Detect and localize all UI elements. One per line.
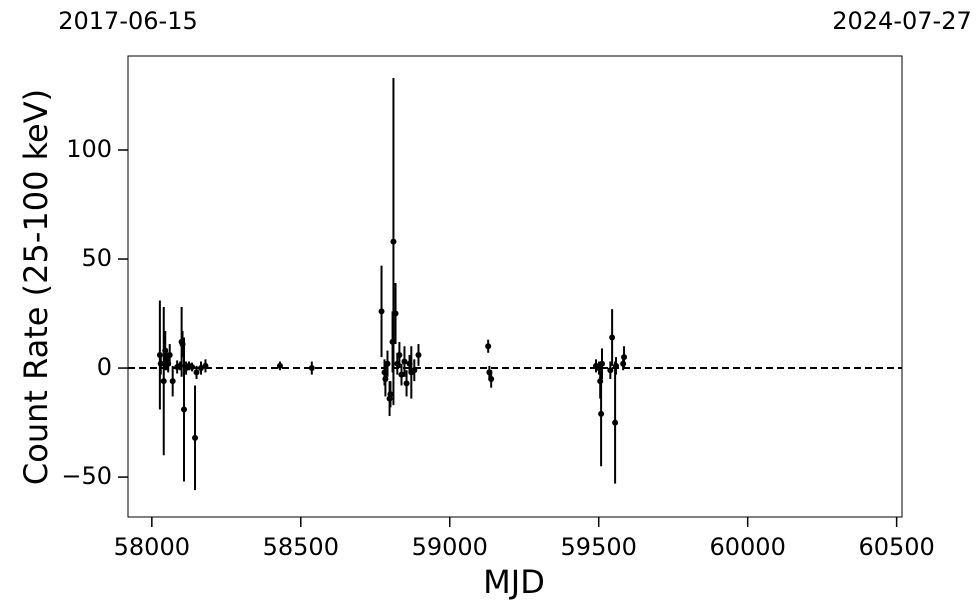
- point: [169, 378, 176, 385]
- x-tick-label: 58500: [263, 533, 339, 561]
- point: [485, 343, 492, 350]
- point: [181, 406, 188, 413]
- top-date-label: 2017-06-15: [58, 7, 197, 35]
- point: [398, 371, 405, 378]
- point: [401, 358, 408, 365]
- point: [192, 434, 199, 441]
- point: [308, 365, 315, 372]
- x-tick-label: 59000: [412, 533, 488, 561]
- point: [488, 375, 495, 382]
- x-axis-label: MJD: [483, 563, 545, 601]
- point: [598, 410, 605, 417]
- point: [276, 362, 283, 369]
- x-tick-label: 58000: [114, 533, 190, 561]
- point: [378, 308, 385, 315]
- x-tick-label: 60000: [709, 533, 785, 561]
- point: [396, 351, 403, 358]
- point: [607, 367, 614, 374]
- point: [621, 354, 628, 361]
- point: [403, 380, 410, 387]
- point: [189, 363, 196, 370]
- plot-frame: [127, 55, 903, 518]
- y-tick-label: 100: [66, 135, 112, 163]
- point: [612, 419, 619, 426]
- y-axis-label: Count Rate (25-100 keV): [17, 89, 55, 485]
- point: [157, 360, 164, 367]
- point: [612, 362, 619, 369]
- point: [197, 365, 204, 372]
- point: [392, 310, 399, 317]
- point: [390, 238, 397, 245]
- point: [411, 367, 418, 374]
- point: [598, 360, 605, 367]
- y-tick-label: −50: [61, 462, 112, 490]
- y-tick-label: 0: [97, 353, 112, 381]
- point: [193, 369, 200, 376]
- point: [387, 391, 394, 398]
- top-date-label: 2024-07-27: [832, 7, 971, 35]
- point: [160, 378, 167, 385]
- point: [609, 334, 616, 341]
- point: [202, 362, 209, 369]
- point: [384, 360, 391, 367]
- point: [382, 375, 389, 382]
- x-tick-label: 59500: [561, 533, 637, 561]
- x-tick-label: 60500: [858, 533, 934, 561]
- point: [166, 351, 173, 358]
- point: [415, 351, 422, 358]
- y-tick-label: 50: [81, 244, 112, 272]
